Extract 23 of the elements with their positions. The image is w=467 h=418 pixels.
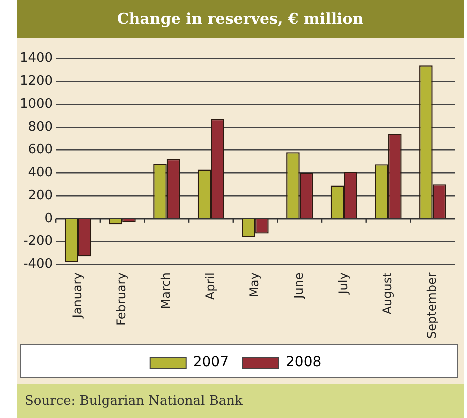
- x-tick-label: July: [336, 272, 350, 296]
- y-tick-label: 1000: [20, 96, 54, 112]
- y-tick-label: 400: [28, 166, 54, 181]
- x-tick-label: January: [70, 272, 84, 320]
- y-tick-label: 1400: [20, 51, 54, 66]
- legend-label: 2007: [193, 354, 230, 371]
- x-tick-label: September: [424, 272, 439, 339]
- x-tick-label: August: [380, 272, 395, 315]
- y-tick-label: 600: [28, 142, 54, 158]
- legend-label: 2008: [286, 354, 322, 371]
- y-tick-label: 200: [28, 188, 54, 204]
- y-tick-label: 0: [44, 211, 54, 226]
- x-tick-label: May: [248, 272, 262, 298]
- x-tick-label: February: [114, 272, 129, 326]
- x-tick-label: March: [159, 272, 174, 310]
- y-tick-label: 1200: [20, 74, 54, 90]
- x-tick-label: April: [203, 272, 218, 300]
- y-tick-label: -400: [24, 257, 54, 272]
- chart-title: Change in reserves, € million: [17, 0, 464, 38]
- y-tick-label: 800: [28, 120, 54, 135]
- x-tick-label: June: [292, 272, 306, 300]
- y-tick-label: -200: [24, 234, 54, 250]
- source-note: Source: Bulgarian National Bank: [17, 384, 464, 418]
